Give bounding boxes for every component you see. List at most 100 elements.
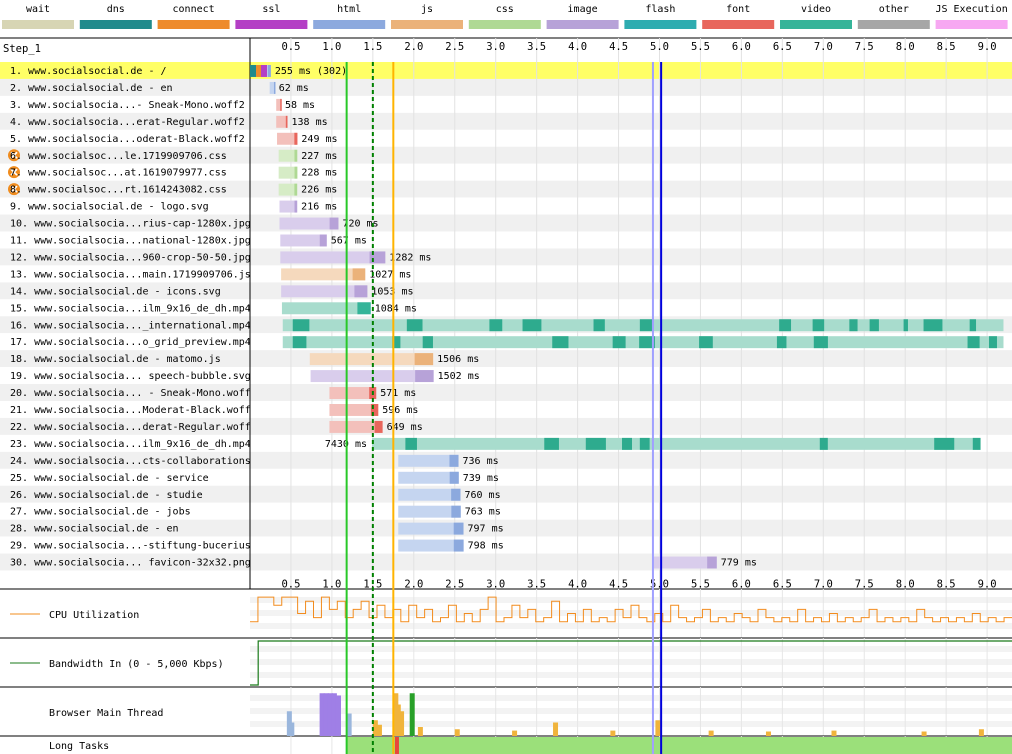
bar-ttfb-6 <box>278 149 298 162</box>
bar-ssl-1 <box>261 65 267 77</box>
bar-chunk-16-12 <box>969 319 977 332</box>
row-bg-19 <box>0 367 1012 385</box>
bandwidth-series <box>250 640 1012 686</box>
legend-swatch-7 <box>546 20 619 29</box>
request-label-2: 2. www.socialsocial.de - en <box>10 83 173 94</box>
legend-label-6: css <box>496 4 514 15</box>
tick-label-bottom-17: 9.0 <box>978 579 997 591</box>
legend-label-1: dns <box>107 4 125 15</box>
bar-chunk-17-0 <box>292 336 307 349</box>
bar-chunk-23-1 <box>544 437 559 450</box>
bar-ttfb-8 <box>278 183 298 196</box>
bar-download-22 <box>374 420 383 433</box>
request-label-27: 27. www.socialsocial.de - jobs <box>10 507 191 518</box>
request-duration-26: 760 ms <box>464 490 500 501</box>
request-bar-28: 797 ms <box>398 522 504 535</box>
row-bg-11 <box>0 231 1012 249</box>
bar-chunk-16-1 <box>406 319 423 332</box>
bar-ttfb-13 <box>281 268 366 281</box>
request-label-21: 21. www.socialsocia...Moderat-Black.woff <box>10 405 251 416</box>
request-bar-4: 138 ms <box>276 115 328 128</box>
tick-label-top-3: 2.0 <box>404 41 423 53</box>
tick-label-bottom-8: 4.5 <box>609 579 628 591</box>
bar-ttfb-30 <box>652 556 717 569</box>
request-duration-30: 779 ms <box>721 558 757 569</box>
main-thread-spike-16 <box>512 730 518 736</box>
bar-wait-23 <box>372 437 981 450</box>
legend-label-10: video <box>801 4 831 15</box>
row-bg-22 <box>0 417 1012 435</box>
legend-label-7: image <box>568 4 598 15</box>
request-label-25: 25. www.socialsocial.de - service <box>10 473 209 484</box>
request-label-5: 5. www.socialsocia...oderat-Black.woff2 <box>10 134 245 145</box>
tick-label-top-8: 4.5 <box>609 41 628 53</box>
request-duration-9: 216 ms <box>301 202 337 213</box>
main-thread-label: Browser Main Thread <box>49 708 163 719</box>
request-label-8: 8. www.socialsoc...rt.1614243082.css <box>10 185 227 196</box>
bar-download-3 <box>280 98 282 111</box>
row-bg-8 <box>0 180 1012 198</box>
request-duration-12: 1282 ms <box>389 252 431 263</box>
bar-ttfb-28 <box>398 522 464 535</box>
tick-label-top-9: 5.0 <box>650 41 669 53</box>
tick-label-top-17: 9.0 <box>978 41 997 53</box>
request-bar-26: 760 ms <box>398 488 501 501</box>
row-bg-12 <box>0 248 1012 266</box>
request-duration-18: 1506 ms <box>437 354 479 365</box>
main-thread-spike-6 <box>335 695 341 736</box>
bar-ttfb-7 <box>278 166 298 179</box>
tick-label-bottom-10: 5.5 <box>691 579 710 591</box>
main-thread-spike-21 <box>765 731 771 736</box>
row-bg-27 <box>0 502 1012 520</box>
tick-label-bottom-3: 2.0 <box>404 579 423 591</box>
request-bar-15: 1084 ms <box>281 302 417 314</box>
legend-label-5: js <box>421 4 433 15</box>
bar-download-26 <box>451 488 461 501</box>
tick-label-bottom-9: 5.0 <box>650 579 669 591</box>
bar-download-12 <box>369 251 386 264</box>
request-label-29: 29. www.socialsocia...-stiftung-bucerius <box>10 541 251 552</box>
request-label-1: 1. www.socialsocial.de - / <box>10 66 167 77</box>
bar-download-1 <box>267 65 271 77</box>
row-bg-28 <box>0 519 1012 537</box>
main-thread-spike-23 <box>921 731 927 736</box>
bar-chunk-16-3 <box>522 319 542 332</box>
bar-download-30 <box>707 556 717 569</box>
row-bg-25 <box>0 468 1012 486</box>
main-thread-spike-14 <box>417 727 423 736</box>
bar-download-2 <box>273 81 276 94</box>
legend-label-4: html <box>337 4 361 15</box>
bar-ttfb-29 <box>398 539 464 552</box>
bar-chunk-17-4 <box>612 336 626 349</box>
bar-download-14 <box>354 285 368 298</box>
bar-chunk-17-7 <box>776 336 787 349</box>
request-label-6: 6. www.socialsoc...le.1719909706.css <box>10 151 227 162</box>
bar-download-28 <box>453 522 464 535</box>
request-bar-11: 567 ms <box>280 234 367 247</box>
legend-swatch-12 <box>935 20 1008 29</box>
request-bar-6: 227 ms <box>278 149 337 162</box>
tick-label-bottom-7: 4.0 <box>568 579 587 591</box>
request-bar-10: 720 ms <box>279 217 379 230</box>
legend-swatch-0 <box>2 20 74 29</box>
row-bg-14 <box>0 282 1012 300</box>
request-label-7: 7. www.socialsoc...at.1619079977.css <box>10 168 227 179</box>
legend: wait dns connect ssl html js css image flash font… <box>2 4 1008 29</box>
request-bar-2: 62 ms <box>269 81 309 94</box>
row-bg-18 <box>0 350 1012 368</box>
tick-label-top-4: 2.5 <box>445 41 464 53</box>
request-label-10: 10. www.socialsocia...rius-cap-1280x.jpg <box>10 219 251 230</box>
request-bar-3: 58 ms <box>276 98 315 111</box>
request-label-3: 3. www.socialsocia...- Sneak-Mono.woff2 <box>10 100 245 111</box>
bar-ttfb-2 <box>269 81 275 94</box>
main-thread-spike-18 <box>610 730 616 736</box>
row-bg-7 <box>0 163 1012 181</box>
request-label-19: 19. www.socialsocia... speech-bubble.svg <box>10 371 251 382</box>
bar-ttfb-3 <box>276 98 281 111</box>
request-duration-4: 138 ms <box>292 117 328 128</box>
row-bg-21 <box>0 401 1012 418</box>
bar-chunk-16-7 <box>812 319 825 332</box>
bar-ttfb-24 <box>398 454 459 467</box>
bar-ttfb-19 <box>310 370 434 383</box>
